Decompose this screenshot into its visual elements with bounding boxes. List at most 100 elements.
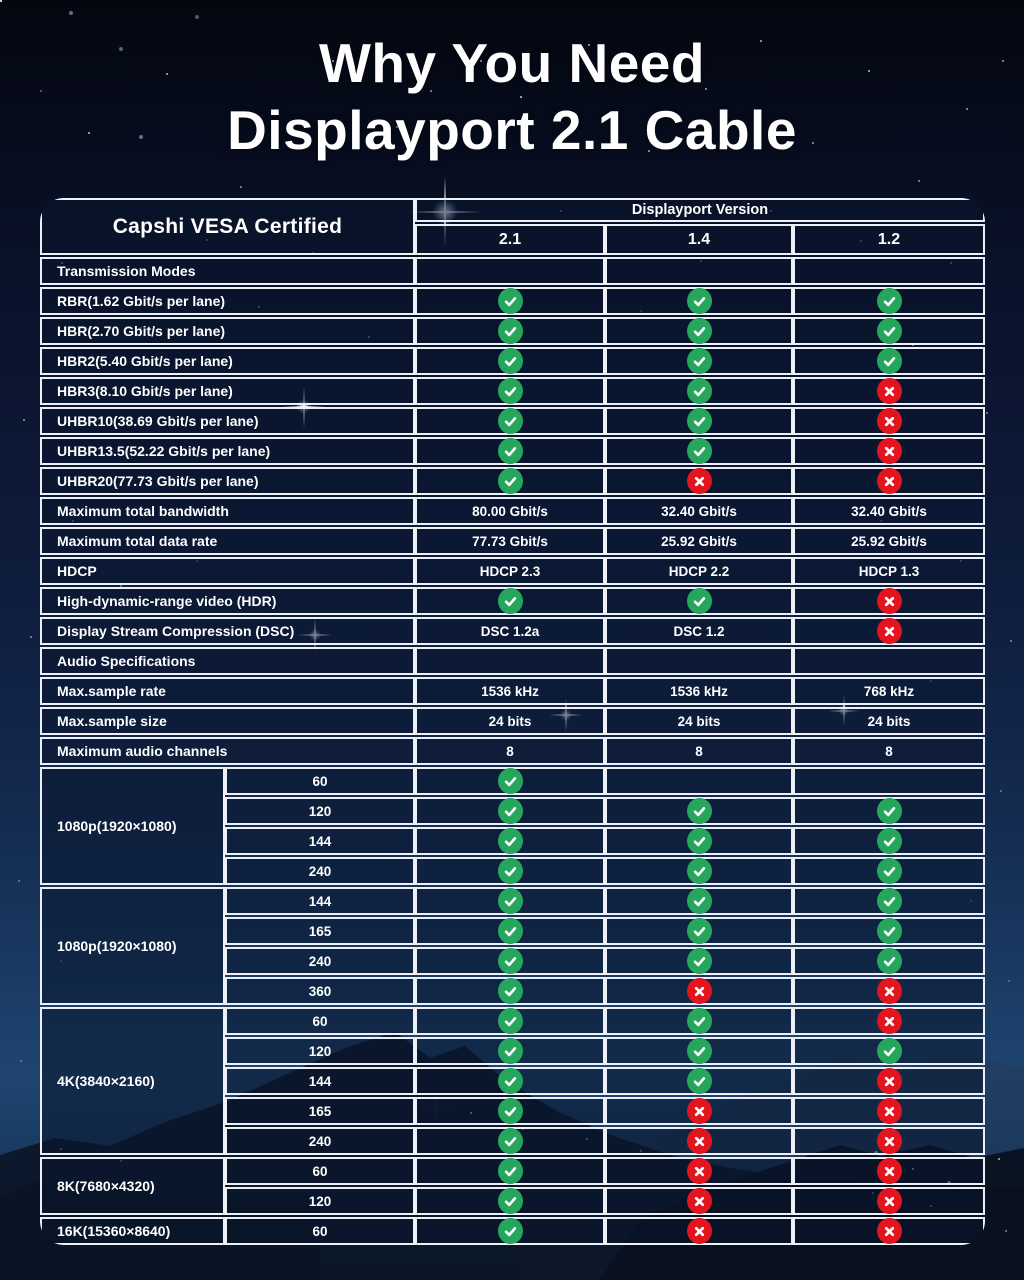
check-icon [876, 288, 902, 314]
value-cell [415, 1097, 605, 1125]
cross-icon [686, 1098, 712, 1124]
version-column-header-1.2: 1.2 [793, 224, 985, 255]
value-cell [415, 1037, 605, 1065]
value-cell [605, 1217, 793, 1245]
value-cell: 8 [605, 737, 793, 765]
cross-icon [876, 1068, 902, 1094]
cross-icon [876, 1098, 902, 1124]
row-label-cell: HDCP [40, 557, 415, 585]
row-label-cell: HBR3(8.10 Gbit/s per lane) [40, 377, 415, 405]
check-icon [497, 318, 523, 344]
value-cell [605, 1037, 793, 1065]
comparison-table: Capshi VESA Certified Displayport Version… [40, 198, 985, 1245]
check-icon [497, 1008, 523, 1034]
value-cell [415, 1157, 605, 1185]
check-icon [686, 288, 712, 314]
value-cell [605, 647, 793, 675]
check-icon [876, 858, 902, 884]
check-icon [686, 918, 712, 944]
value-cell [793, 647, 985, 675]
check-icon [497, 858, 523, 884]
value-cell: 1536 kHz [605, 677, 793, 705]
value-cell: 8 [415, 737, 605, 765]
check-icon [497, 408, 523, 434]
value-cell [415, 257, 605, 285]
row-label-cell: Max.sample rate [40, 677, 415, 705]
row-label-cell: RBR(1.62 Gbit/s per lane) [40, 287, 415, 315]
row-label-cell: HBR(2.70 Gbit/s per lane) [40, 317, 415, 345]
value-cell: 1536 kHz [415, 677, 605, 705]
check-icon [686, 378, 712, 404]
refresh-rate-cell: 120 [225, 797, 415, 825]
page-title: Why You Need Displayport 2.1 Cable [0, 30, 1024, 164]
value-cell [605, 347, 793, 375]
refresh-rate-cell: 240 [225, 857, 415, 885]
row-label-cell: High-dynamic-range video (HDR) [40, 587, 415, 615]
check-icon [686, 438, 712, 464]
refresh-rate-cell: 360 [225, 977, 415, 1005]
value-cell [415, 287, 605, 315]
check-icon [876, 348, 902, 374]
check-icon [686, 1068, 712, 1094]
row-label-cell: Maximum total bandwidth [40, 497, 415, 525]
value-cell: 8 [793, 737, 985, 765]
value-cell [605, 467, 793, 495]
check-icon [497, 288, 523, 314]
value-cell: 24 bits [605, 707, 793, 735]
check-icon [497, 468, 523, 494]
check-icon [686, 858, 712, 884]
value-cell: 24 bits [793, 707, 985, 735]
value-cell [605, 377, 793, 405]
cross-icon [876, 468, 902, 494]
value-cell: 768 kHz [793, 677, 985, 705]
cross-icon [876, 1218, 902, 1244]
value-cell [415, 377, 605, 405]
version-column-header-1.4: 1.4 [605, 224, 793, 255]
value-cell [605, 287, 793, 315]
value-cell [793, 407, 985, 435]
value-cell [605, 1007, 793, 1035]
value-cell [793, 767, 985, 795]
value-cell [415, 1187, 605, 1215]
title-line-1: Why You Need [319, 32, 705, 94]
value-cell [605, 1067, 793, 1095]
check-icon [876, 888, 902, 914]
value-cell [415, 947, 605, 975]
value-cell [793, 467, 985, 495]
check-icon [497, 438, 523, 464]
value-cell [793, 1157, 985, 1185]
check-icon [497, 1158, 523, 1184]
value-cell [793, 977, 985, 1005]
value-cell [793, 857, 985, 885]
value-cell [605, 257, 793, 285]
value-cell: 25.92 Gbit/s [605, 527, 793, 555]
refresh-rate-cell: 240 [225, 1127, 415, 1155]
cross-icon [876, 378, 902, 404]
value-cell [415, 1067, 605, 1095]
resolution-group-label-cell: 16K(15360×8640) [40, 1217, 225, 1245]
row-label-cell: Maximum audio channels [40, 737, 415, 765]
value-cell [793, 1217, 985, 1245]
refresh-rate-cell: 60 [225, 1217, 415, 1245]
value-cell [605, 977, 793, 1005]
cross-icon [686, 1218, 712, 1244]
value-cell: HDCP 2.3 [415, 557, 605, 585]
value-cell [793, 377, 985, 405]
check-icon [497, 888, 523, 914]
resolution-group-label-cell: 8K(7680×4320) [40, 1157, 225, 1215]
cross-icon [876, 1128, 902, 1154]
check-icon [686, 1038, 712, 1064]
value-cell [415, 317, 605, 345]
check-icon [497, 978, 523, 1004]
check-icon [497, 1098, 523, 1124]
check-icon [876, 318, 902, 344]
value-cell: 32.40 Gbit/s [793, 497, 985, 525]
value-cell: 77.73 Gbit/s [415, 527, 605, 555]
check-icon [497, 1068, 523, 1094]
value-cell [793, 1067, 985, 1095]
value-cell [415, 797, 605, 825]
value-cell: 32.40 Gbit/s [605, 497, 793, 525]
value-cell: HDCP 1.3 [793, 557, 985, 585]
cross-icon [876, 438, 902, 464]
value-cell [605, 407, 793, 435]
